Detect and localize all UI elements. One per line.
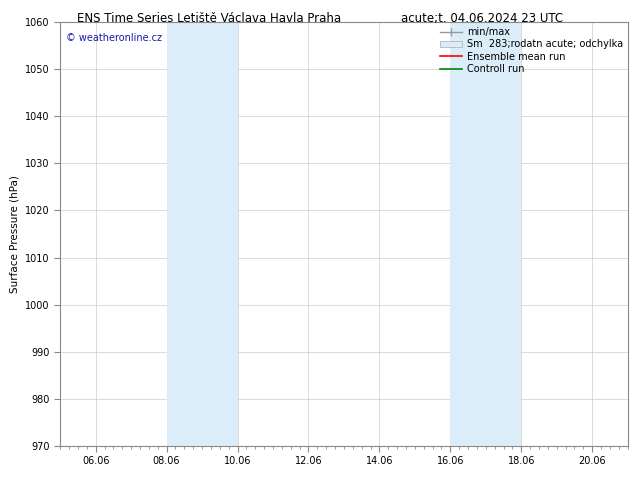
Text: ENS Time Series Letiště Václava Havla Praha: ENS Time Series Letiště Václava Havla Pr… <box>77 12 341 25</box>
Text: © weatheronline.cz: © weatheronline.cz <box>66 33 162 43</box>
Y-axis label: Surface Pressure (hPa): Surface Pressure (hPa) <box>10 175 20 293</box>
Text: acute;t. 04.06.2024 23 UTC: acute;t. 04.06.2024 23 UTC <box>401 12 563 25</box>
Bar <box>450 22 521 446</box>
Legend: min/max, Sm  283;rodatn acute; odchylka, Ensemble mean run, Controll run: min/max, Sm 283;rodatn acute; odchylka, … <box>439 25 624 76</box>
Bar <box>167 22 238 446</box>
